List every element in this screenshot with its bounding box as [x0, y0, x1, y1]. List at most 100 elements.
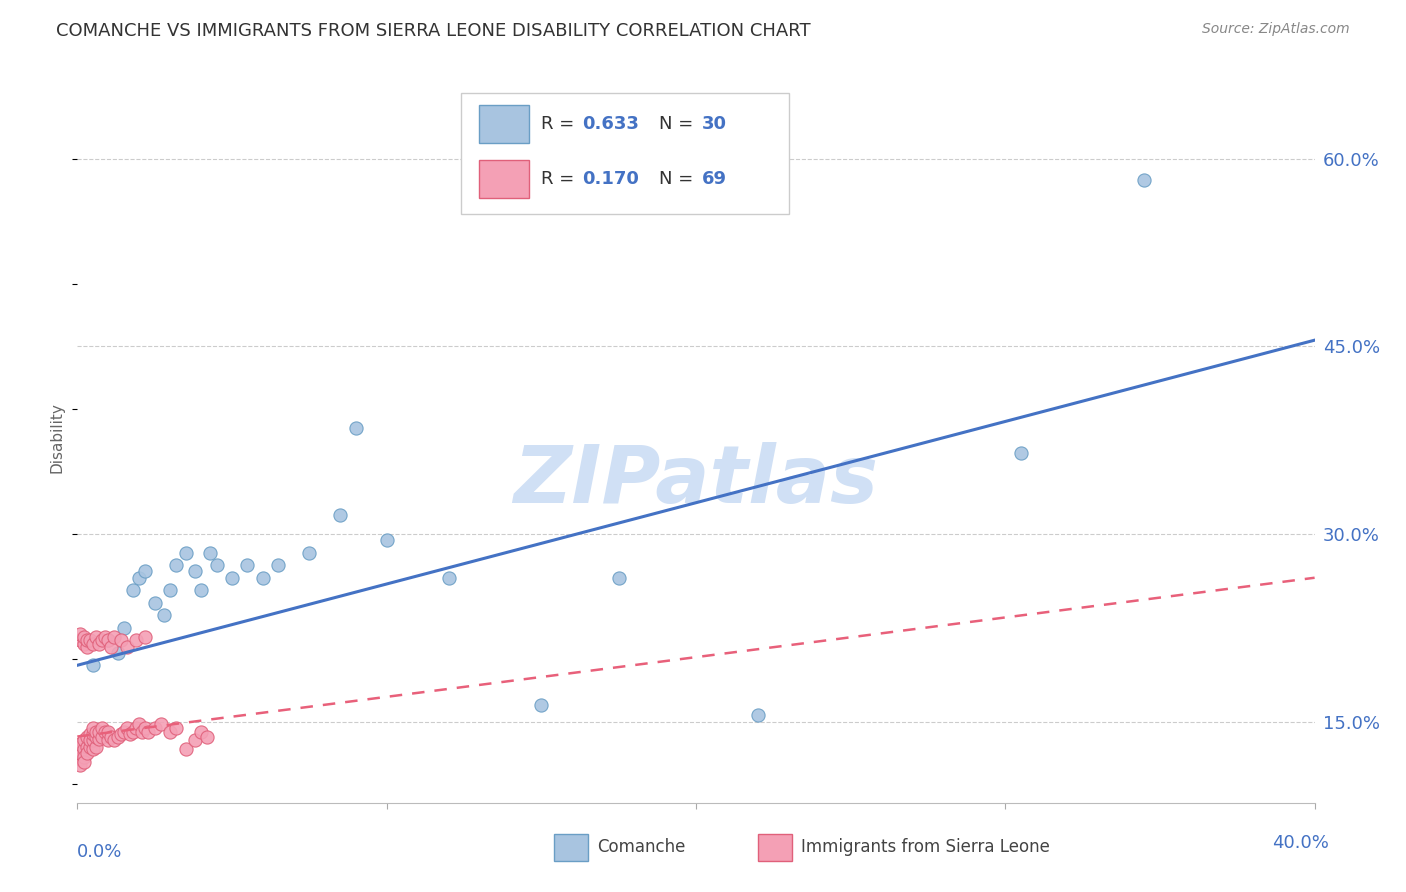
Point: [236, 558, 259, 573]
Point: [267, 558, 290, 573]
Point: [118, 727, 141, 741]
FancyBboxPatch shape: [554, 833, 588, 862]
Text: Comanche: Comanche: [598, 838, 685, 856]
Point: [437, 571, 460, 585]
Point: [76, 739, 98, 754]
Point: [205, 558, 228, 573]
Point: [125, 633, 148, 648]
Point: [115, 640, 138, 654]
Point: [69, 746, 91, 760]
Point: [87, 637, 110, 651]
Point: [103, 630, 125, 644]
Text: R =: R =: [541, 115, 581, 133]
Text: N =: N =: [659, 115, 699, 133]
Point: [190, 724, 212, 739]
Text: 69: 69: [702, 169, 727, 188]
Point: [1133, 173, 1156, 187]
Point: [87, 724, 110, 739]
Point: [195, 730, 218, 744]
Point: [112, 724, 135, 739]
Point: [82, 637, 104, 651]
Text: ZIPatlas: ZIPatlas: [513, 442, 879, 520]
Point: [69, 739, 91, 754]
Point: [94, 630, 117, 644]
Point: [72, 755, 94, 769]
Point: [184, 733, 207, 747]
Text: Immigrants from Sierra Leone: Immigrants from Sierra Leone: [801, 838, 1050, 856]
Point: [128, 571, 150, 585]
FancyBboxPatch shape: [479, 105, 529, 143]
Text: 0.633: 0.633: [582, 115, 638, 133]
Point: [84, 724, 107, 739]
Text: R =: R =: [541, 169, 581, 188]
Point: [69, 737, 91, 751]
Point: [110, 727, 132, 741]
Point: [134, 630, 156, 644]
Text: Source: ZipAtlas.com: Source: ZipAtlas.com: [1202, 22, 1350, 37]
Point: [159, 724, 181, 739]
FancyBboxPatch shape: [758, 833, 793, 862]
Point: [79, 733, 101, 747]
Point: [252, 571, 274, 585]
Point: [84, 630, 107, 644]
Point: [122, 724, 145, 739]
Point: [138, 724, 160, 739]
Point: [298, 546, 321, 560]
Point: [91, 633, 114, 648]
Point: [125, 721, 148, 735]
Point: [747, 708, 769, 723]
Point: [69, 627, 91, 641]
Point: [97, 633, 120, 648]
Point: [107, 646, 129, 660]
Text: COMANCHE VS IMMIGRANTS FROM SIERRA LEONE DISABILITY CORRELATION CHART: COMANCHE VS IMMIGRANTS FROM SIERRA LEONE…: [56, 22, 811, 40]
Point: [72, 733, 94, 747]
Point: [153, 608, 176, 623]
Point: [82, 733, 104, 747]
Point: [69, 752, 91, 766]
Point: [84, 730, 107, 744]
Point: [82, 721, 104, 735]
Point: [82, 727, 104, 741]
Point: [76, 633, 98, 648]
Point: [72, 630, 94, 644]
Point: [94, 724, 117, 739]
Point: [190, 583, 212, 598]
FancyBboxPatch shape: [479, 160, 529, 198]
Point: [115, 721, 138, 735]
Point: [134, 721, 156, 735]
Point: [375, 533, 398, 548]
Text: 30: 30: [702, 115, 727, 133]
Point: [87, 732, 110, 747]
Point: [112, 621, 135, 635]
Point: [344, 420, 367, 434]
Point: [103, 733, 125, 747]
Point: [72, 742, 94, 756]
Point: [184, 565, 207, 579]
Text: 0.0%: 0.0%: [77, 843, 122, 861]
Point: [76, 730, 98, 744]
Point: [530, 698, 553, 713]
Point: [200, 546, 222, 560]
Point: [82, 658, 104, 673]
Text: 0.170: 0.170: [582, 169, 638, 188]
Point: [134, 565, 156, 579]
Point: [79, 633, 101, 648]
Point: [174, 546, 197, 560]
Y-axis label: Disability: Disability: [49, 401, 65, 473]
Point: [84, 739, 107, 754]
Point: [131, 724, 153, 739]
Point: [97, 633, 120, 648]
Point: [128, 717, 150, 731]
Point: [91, 730, 114, 744]
Point: [100, 640, 122, 654]
Point: [221, 571, 243, 585]
Point: [100, 730, 122, 744]
Point: [107, 730, 129, 744]
Point: [79, 727, 101, 741]
Point: [69, 758, 91, 772]
Point: [165, 721, 187, 735]
Text: N =: N =: [659, 169, 699, 188]
Point: [143, 721, 166, 735]
Point: [174, 742, 197, 756]
Point: [69, 633, 91, 648]
